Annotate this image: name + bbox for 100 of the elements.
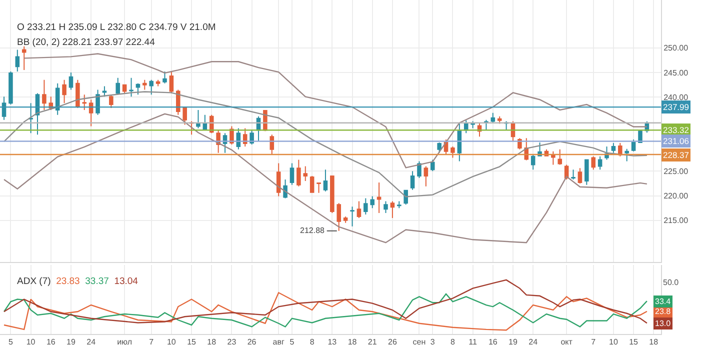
candlestick: [283, 179, 288, 199]
x-tick-label: 18: [649, 338, 659, 347]
candlestick: [330, 175, 334, 214]
candlestick: [598, 156, 602, 170]
candlestick: [296, 159, 301, 187]
candlestick: [15, 49, 20, 72]
candlestick: [417, 160, 422, 179]
candlestick: [424, 166, 428, 187]
candlestick: [551, 150, 556, 166]
x-tick-label: 3: [430, 338, 436, 347]
annotation: 13.04: [114, 276, 138, 287]
candlestick: [384, 200, 388, 214]
x-tick-label: 13: [328, 338, 338, 347]
x-tick-label: 21: [368, 338, 378, 347]
text: ADX (7): [17, 276, 51, 287]
candlestick: [490, 112, 496, 124]
x-tick-label: окт: [560, 338, 573, 347]
y-tick-label: 245.00: [664, 68, 689, 78]
x-tick-label: 24: [86, 338, 96, 347]
candlestick: [116, 77, 120, 96]
y-tick-label: 240.00: [664, 92, 689, 102]
x-tick-label: сен: [412, 338, 426, 347]
x-tick-label: 5: [290, 338, 295, 347]
ref-line-label: 231.06: [663, 136, 690, 146]
candlestick: [42, 79, 46, 110]
x-tick-label: 26: [388, 338, 398, 347]
x-tick-label: 5: [8, 338, 14, 347]
candlestick: [82, 94, 87, 110]
candlestick: [8, 71, 13, 106]
x-tick-label: 7: [149, 338, 154, 347]
x-tick-label: 19: [508, 338, 518, 347]
candlestick: [578, 168, 582, 184]
candlestick: [571, 169, 576, 180]
candlestick: [162, 71, 167, 84]
candlestick: [376, 182, 382, 214]
text: 50.0: [663, 278, 680, 287]
candlestick: [611, 142, 616, 154]
candlestick: [410, 170, 415, 190]
x-tick-label: 23: [227, 338, 237, 347]
annotation: 23.83: [56, 276, 80, 287]
candlestick: [350, 206, 354, 227]
candlestick: [310, 176, 314, 194]
candlestick: [149, 79, 154, 96]
data-label: 33.4: [655, 297, 672, 306]
x-tick-label: 10: [608, 338, 618, 347]
candlestick: [323, 169, 328, 192]
candlestick: [156, 79, 160, 87]
candlestick: [558, 148, 562, 166]
candlestick: [450, 146, 455, 158]
x-tick-label: 10: [166, 338, 176, 347]
line-series: [3, 113, 648, 244]
candlestick: [364, 198, 368, 216]
y-tick-label: 250.00: [664, 44, 689, 53]
ref-line-label: 228.37: [663, 150, 690, 160]
x-tick-label: 8: [310, 338, 315, 347]
x-tick-label: 15: [187, 338, 197, 347]
candlestick: [631, 139, 636, 152]
candlestick: [397, 200, 402, 209]
candlestick: [457, 122, 462, 162]
candlestick: [2, 96, 6, 120]
candlestick: [370, 196, 374, 209]
candlestick: [437, 142, 442, 154]
x-tick-label: 18: [348, 338, 358, 347]
candlestick: [470, 120, 475, 129]
candlestick: [343, 216, 348, 224]
candlestick: [336, 202, 342, 232]
x-tick-label: 24: [528, 338, 538, 347]
x-tick-label: 26: [247, 338, 257, 347]
candlestick: [303, 166, 308, 182]
candlestick: [35, 92, 40, 136]
candlestick: [129, 77, 134, 98]
candlestick: [316, 182, 321, 194]
candlestick: [390, 200, 395, 218]
candlestick: [584, 158, 589, 186]
x-tick-label: 16: [488, 338, 498, 347]
candlestick: [430, 159, 435, 172]
x-tick-label: 11: [468, 338, 478, 347]
candlestick: [62, 79, 66, 104]
candlestick: [68, 72, 74, 90]
candlestick: [290, 162, 294, 186]
annotation: 212.88: [300, 226, 326, 235]
y-tick-label: 215.00: [664, 216, 689, 226]
x-tick-label: 16: [46, 338, 56, 347]
line-series: [3, 91, 648, 198]
y-tick-label: 225.00: [664, 166, 689, 176]
candlestick: [109, 94, 114, 108]
candlestick: [497, 116, 502, 124]
candlestick: [196, 109, 200, 129]
candlestick: [276, 162, 281, 197]
candlestick: [169, 71, 174, 94]
candlestick: [182, 106, 187, 126]
x-tick-label: июл: [117, 338, 132, 347]
candlestick: [102, 86, 107, 98]
x-tick-label: 19: [66, 338, 76, 347]
candlestick: [136, 82, 140, 96]
data-label: 23.8: [655, 307, 672, 316]
ref-line-label: 233.32: [663, 125, 690, 135]
candlestick: [624, 148, 629, 162]
x-tick-label: авг: [272, 338, 284, 347]
x-tick-label: 10: [26, 338, 36, 347]
